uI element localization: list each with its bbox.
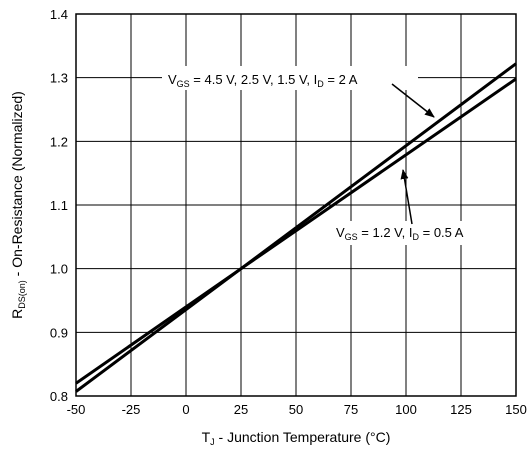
- y-tick-label: 1.4: [50, 7, 68, 22]
- x-tick-label: 125: [450, 402, 472, 417]
- annotation-background: [330, 221, 514, 245]
- x-tick-label: -50: [67, 402, 86, 417]
- y-tick-label: 1.1: [50, 198, 68, 213]
- annotation-background: [162, 66, 418, 90]
- annotations: VGS = 4.5 V, 2.5 V, 1.5 V, ID = 2 A VGS =…: [162, 66, 514, 245]
- x-tick-labels: -50 -25 0 25 50 75 100 125 150: [67, 402, 527, 417]
- x-tick-label: 25: [234, 402, 248, 417]
- x-tick-label: 0: [182, 402, 189, 417]
- series-line-2: [75, 77, 517, 393]
- annotation-label: VGS = 4.5 V, 2.5 V, 1.5 V, ID = 2 A: [168, 72, 358, 89]
- x-tick-label: -25: [122, 402, 141, 417]
- y-tick-label: 1.3: [50, 71, 68, 86]
- x-tick-label: 50: [289, 402, 303, 417]
- y-tick-label: 1.2: [50, 134, 68, 149]
- annotation-label: VGS = 1.2 V, ID = 0.5 A: [336, 225, 464, 242]
- x-tick-label: 75: [344, 402, 358, 417]
- annotation-arrow: [391, 83, 435, 118]
- x-axis-title: TJ - Junction Temperature (°C): [202, 429, 391, 447]
- y-axis-title: RDS(on) - On-Resistance (Normalized): [9, 91, 27, 319]
- series-lines: [75, 62, 517, 393]
- y-tick-labels: 0.8 0.9 1.0 1.1 1.2 1.3 1.4: [50, 7, 68, 404]
- y-tick-label: 0.8: [50, 389, 68, 404]
- x-tick-label: 100: [395, 402, 417, 417]
- y-tick-label: 1.0: [50, 262, 68, 277]
- x-tick-label: 150: [505, 402, 527, 417]
- plot-frame: [75, 13, 517, 397]
- y-tick-label: 0.9: [50, 325, 68, 340]
- annotation-arrow: [400, 169, 413, 225]
